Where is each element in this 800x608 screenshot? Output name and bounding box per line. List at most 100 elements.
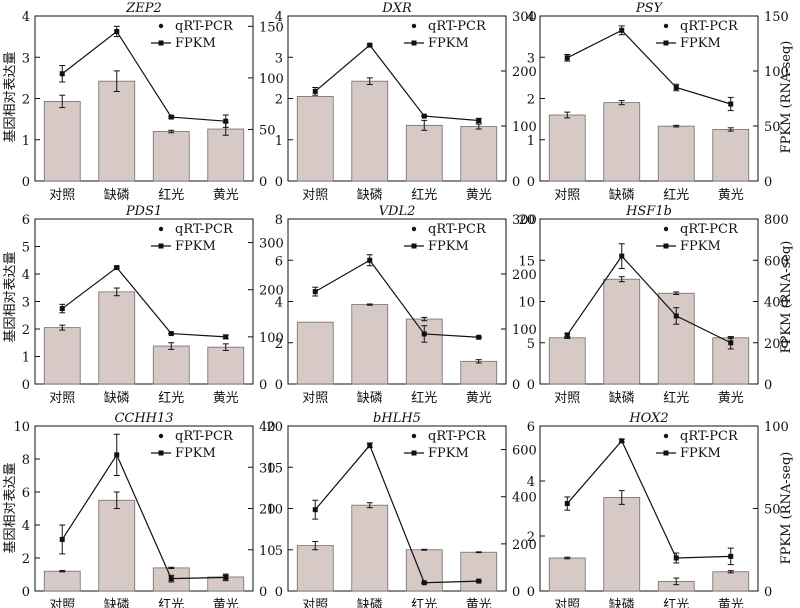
fpkm-line <box>566 439 731 559</box>
qrt-bar <box>460 360 498 385</box>
qrt-bar <box>152 131 190 182</box>
left-tick-label: 0 <box>527 175 535 190</box>
legend-qrt-marker <box>158 23 164 29</box>
right-tick-label: 50 <box>764 120 781 135</box>
right-tick-label: 100 <box>512 323 537 338</box>
fpkm-point <box>312 289 318 295</box>
fpkm-point <box>564 332 570 338</box>
right-tick-label: 600 <box>764 254 789 269</box>
x-tick-label: 黄光 <box>466 598 492 608</box>
qrt-bar <box>657 125 695 182</box>
fpkm-line <box>61 30 226 122</box>
right-tick-label: 800 <box>764 213 789 228</box>
legend-fpkm-marker <box>411 450 417 456</box>
left-tick-label: 10 <box>13 420 30 435</box>
left-tick-label: 6 <box>527 420 535 435</box>
fpkm-point <box>421 113 427 119</box>
x-tick-label: 黄光 <box>213 598 239 608</box>
fpkm-point <box>619 438 625 444</box>
fpkm-point <box>367 257 373 263</box>
x-tick-label: 对照 <box>49 391 75 406</box>
right-tick-label: 10 <box>259 544 276 559</box>
fpkm-point <box>312 507 318 513</box>
left-tick-label: 10 <box>518 296 535 311</box>
left-tick-label: 2 <box>527 530 535 545</box>
x-tick-label: 黄光 <box>466 188 492 203</box>
left-tick-label: 3 <box>527 51 535 66</box>
qrt-bar <box>603 102 641 182</box>
right-tick-label: 0 <box>764 378 772 393</box>
qrt-bar <box>207 346 245 385</box>
legend-fpkm-marker <box>411 243 417 249</box>
left-tick-label: 15 <box>518 254 535 269</box>
x-tick-label: 缺磷 <box>357 598 383 608</box>
right-tick-label: 0 <box>259 378 267 393</box>
legend-qrt-label: qRT-PCR <box>428 222 487 237</box>
fpkm-point <box>59 536 65 542</box>
fpkm-point <box>59 306 65 312</box>
fpkm-line <box>566 255 732 344</box>
fpkm-point <box>728 101 734 107</box>
right-tick-label: 100 <box>259 331 284 346</box>
right-tick-label: 0 <box>512 585 520 600</box>
left-tick-label: 4 <box>527 475 535 490</box>
legend-qrt-label: qRT-PCR <box>175 222 234 237</box>
qrt-bar <box>152 345 190 385</box>
right-tick-label: 100 <box>764 420 789 435</box>
legend-fpkm-label: FPKM <box>175 446 216 461</box>
panel-title: PDS1 <box>125 204 162 219</box>
x-tick-label: 红光 <box>663 390 689 406</box>
legend-qrt-marker <box>411 23 417 29</box>
left-tick-label: 3 <box>275 51 283 66</box>
right-tick-label: 0 <box>259 585 267 600</box>
legend-qrt-marker <box>158 433 164 439</box>
fpkm-line <box>61 453 226 580</box>
panel-DXR: DXR 0 1 2 3 4 0 100 200 300 对照 缺磷 红光 黄光 qRT-PCR FPKM <box>275 1 537 203</box>
fpkm-point <box>476 118 482 123</box>
legend-fpkm-marker <box>663 243 669 249</box>
fpkm-point <box>673 555 679 561</box>
x-tick-label: 红光 <box>158 187 184 203</box>
right-tick-label: 100 <box>259 72 284 87</box>
right-tick-label: 100 <box>764 65 789 80</box>
right-tick-label: 0 <box>259 175 267 190</box>
qrt-bar <box>296 96 334 182</box>
qrt-bar <box>98 291 136 385</box>
qrt-bar <box>296 545 334 592</box>
qrt-bar <box>548 114 586 182</box>
fpkm-point <box>168 576 174 582</box>
qrt-bar <box>712 129 750 182</box>
fpkm-point <box>223 118 229 124</box>
x-tick-label: 对照 <box>49 598 75 608</box>
fpkm-point <box>168 114 174 120</box>
plot-frame <box>34 425 254 592</box>
fpkm-point <box>619 27 625 33</box>
left-tick-label: 0 <box>527 378 535 393</box>
legend-qrt-marker <box>158 226 164 232</box>
x-tick-label: 对照 <box>554 188 580 203</box>
legend-fpkm-label: FPKM <box>680 239 721 254</box>
panel-title: HOX2 <box>628 411 668 426</box>
legend-qrt-marker <box>411 226 417 232</box>
qrt-bar <box>603 497 641 592</box>
x-tick-label: 对照 <box>302 598 328 608</box>
fpkm-line <box>314 444 479 584</box>
right-tick-label: 600 <box>512 444 537 459</box>
panel-title: ZEP2 <box>125 1 162 16</box>
panel-title: DXR <box>381 1 412 16</box>
left-tick-label: 0 <box>22 378 30 393</box>
right-tick-label: 150 <box>259 20 284 35</box>
x-tick-label: 对照 <box>554 598 580 608</box>
x-tick-label: 黄光 <box>718 598 744 608</box>
left-tick-label: 5 <box>275 544 283 559</box>
legend-fpkm-label: FPKM <box>428 446 469 461</box>
left-tick-label: 20 <box>266 420 283 435</box>
legend-fpkm-marker <box>663 40 669 46</box>
panel-PSY: PSY 0 1 2 3 4 0 50 100 150 对照 缺磷 红光 黄光 qRT-PCR FPKM <box>527 1 789 203</box>
panel-title: bHLH5 <box>373 411 421 426</box>
left-tick-label: 8 <box>275 213 283 228</box>
left-ylabel-row-3: 基因相对表达量 <box>3 462 18 553</box>
right-tick-label: 300 <box>259 237 284 252</box>
